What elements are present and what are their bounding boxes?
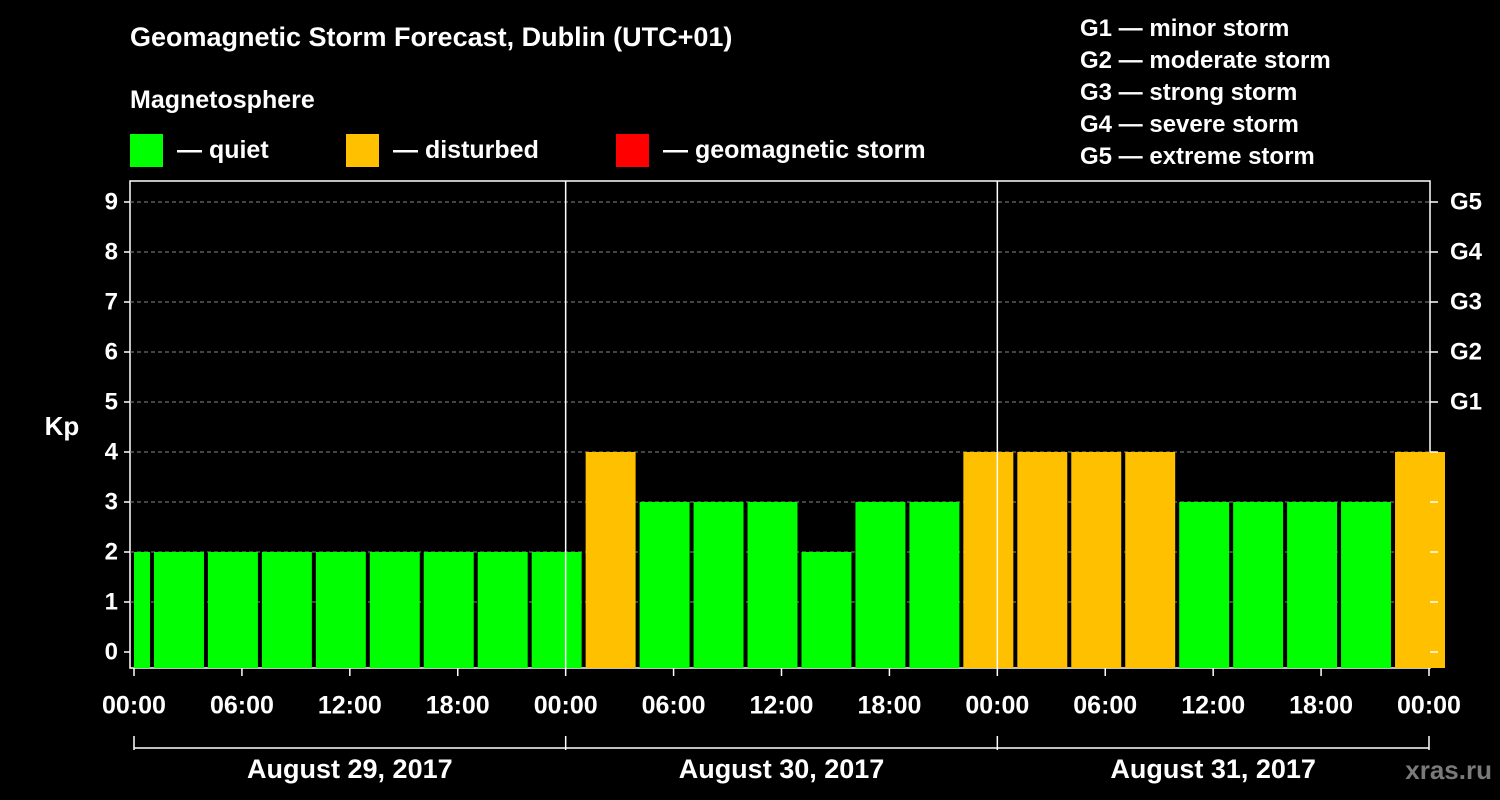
legend-storm-swatch [616,133,649,167]
kp-bar-22 [1287,502,1338,668]
kp-bar-15 [909,502,960,668]
kp-bar-7 [477,552,528,668]
kp-bar-23 [1341,502,1392,668]
day-label-0: August 29, 2017 [247,754,453,784]
y-tick-label-0: 0 [105,638,118,665]
x-tick-label-5: 06:00 [642,692,706,720]
kp-bar-14 [855,502,906,668]
g-scale-label-G1: G1 [1450,388,1482,415]
kp-bar-19 [1125,452,1176,668]
x-tick-label-6: 12:00 [750,692,814,720]
day-label-1: August 30, 2017 [679,754,885,784]
x-tick-label-9: 06:00 [1073,692,1137,720]
chart-title: Geomagnetic Storm Forecast, Dublin (UTC+… [130,22,733,52]
x-tick-label-7: 18:00 [857,692,921,720]
storm-scale-g5: G5 — extreme storm [1080,143,1315,170]
kp-bar-9 [585,452,636,668]
legend-disturbed-swatch [346,133,379,167]
y-tick-label-2: 2 [105,538,118,565]
x-tick-label-10: 12:00 [1181,692,1245,720]
g-scale-label-G2: G2 [1450,338,1482,365]
x-tick-label-8: 00:00 [965,692,1029,720]
x-tick-label-4: 00:00 [534,692,598,720]
x-tick-label-12: 00:00 [1397,692,1461,720]
legend-storm-label: — geomagnetic storm [663,135,926,164]
y-axis-label: Kp [45,411,80,441]
watermark: xras.ru [1405,755,1492,785]
legend-quiet: — quiet [130,132,269,168]
y-tick-label-5: 5 [105,388,118,415]
g-scale-label-G4: G4 [1450,238,1483,265]
x-tick-label-2: 12:00 [318,692,382,720]
kp-bar-2 [207,552,258,668]
kp-bar-0 [134,552,150,668]
x-tick-label-3: 18:00 [426,692,490,720]
kp-bar-20 [1179,502,1230,668]
g-scale-label-G3: G3 [1450,288,1482,315]
kp-bar-12 [747,502,798,668]
kp-bar-18 [1071,452,1122,668]
x-tick-label-11: 18:00 [1289,692,1353,720]
storm-scale-g4: G4 — severe storm [1080,111,1299,138]
storm-scale-g3: G3 — strong storm [1080,79,1298,106]
y-tick-label-7: 7 [105,288,118,315]
y-tick-label-1: 1 [105,588,118,615]
storm-scale-g1: G1 — minor storm [1080,15,1290,42]
section-label: Magnetosphere [130,86,315,114]
kp-bar-5 [369,552,420,668]
y-tick-label-3: 3 [105,488,118,515]
legend-storm: — geomagnetic storm [616,132,926,168]
kp-bar-16 [963,452,1014,668]
kp-bar-11 [693,502,744,668]
kp-bar-13 [801,552,852,668]
kp-bar-10 [639,502,690,668]
y-tick-label-9: 9 [105,188,118,215]
storm-scale-legend: G1 — minor storm G2 — moderate storm G3 … [1080,13,1331,173]
kp-bar-24 [1395,452,1445,668]
legend-disturbed-label: — disturbed [393,135,539,164]
kp-bar-3 [261,552,312,668]
y-tick-label-4: 4 [105,438,119,465]
kp-bar-8 [531,552,582,668]
kp-bar-1 [153,552,204,668]
kp-bar-4 [315,552,366,668]
x-tick-label-0: 00:00 [102,692,166,720]
legend-quiet-swatch [130,133,163,167]
legend-disturbed: — disturbed [346,132,539,168]
day-label-2: August 31, 2017 [1110,754,1316,784]
y-tick-label-8: 8 [105,238,118,265]
y-tick-label-6: 6 [105,338,118,365]
legend-quiet-label: — quiet [177,135,269,164]
kp-bar-21 [1233,502,1284,668]
kp-bar-17 [1017,452,1068,668]
kp-bar-6 [423,552,474,668]
g-scale-label-G5: G5 [1450,188,1482,215]
storm-scale-g2: G2 — moderate storm [1080,47,1331,74]
x-tick-label-1: 06:00 [210,692,274,720]
